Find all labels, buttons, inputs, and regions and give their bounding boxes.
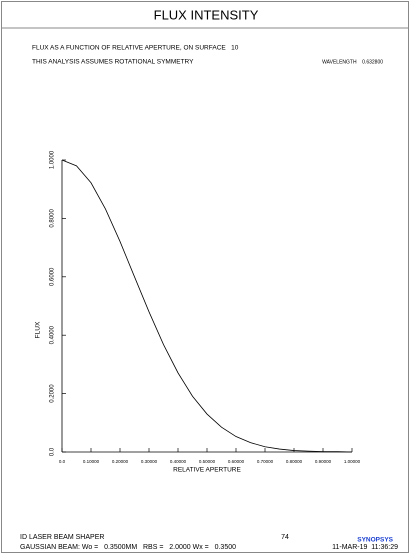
- x-tick-label: 0.90000: [315, 459, 332, 464]
- y-tick-label: 1.0000: [50, 150, 56, 169]
- y-axis-label: FLUX: [35, 321, 42, 338]
- footer-date: 11-MAR-19 11:36:29: [332, 544, 398, 551]
- x-tick-label: 0.0: [59, 459, 66, 464]
- y-tick-label: 0.4000: [50, 325, 56, 344]
- chart-title: FLUX INTENSITY: [154, 7, 259, 22]
- y-tick-label: 0.2000: [50, 384, 56, 403]
- y-tick-label: 0.8000: [50, 209, 56, 228]
- wavelength: WAVELENGTH 0.632800: [322, 59, 383, 65]
- x-tick-label: 0.50000: [199, 459, 216, 464]
- footer-title: ID LASER BEAM SHAPER: [20, 534, 104, 541]
- y-tick-label: 0.0: [50, 447, 56, 456]
- x-tick-label: 0.30000: [141, 459, 158, 464]
- note: THIS ANALYSIS ASSUMES ROTATIONAL SYMMETR…: [32, 59, 194, 66]
- x-tick-label: 0.60000: [228, 459, 245, 464]
- page-number: 74: [281, 534, 289, 541]
- x-tick-label: 0.70000: [257, 459, 274, 464]
- x-tick-label: 1.00000: [344, 459, 361, 464]
- x-tick-label: 0.10000: [83, 459, 100, 464]
- footer-beam: GAUSSIAN BEAM: Wo = 0.3500MM RBS = 2.000…: [20, 544, 236, 551]
- x-tick-label: 0.40000: [170, 459, 187, 464]
- line-series: [61, 159, 353, 453]
- x-axis-label: RELATIVE APERTURE: [173, 467, 241, 474]
- x-tick-label: 0.20000: [112, 459, 129, 464]
- x-tick-label: 0.80000: [286, 459, 303, 464]
- brand: SYNOPSYS: [357, 537, 393, 544]
- y-tick-label: 0.6000: [50, 267, 56, 286]
- subtitle: FLUX AS A FUNCTION OF RELATIVE APERTURE,…: [32, 45, 239, 52]
